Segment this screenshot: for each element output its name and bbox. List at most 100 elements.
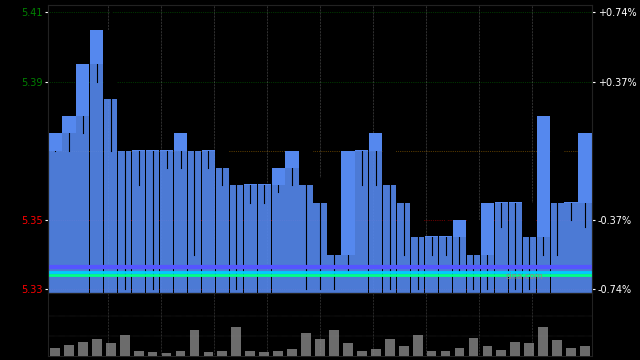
Bar bbox=[481, 203, 494, 255]
Bar bbox=[580, 346, 590, 356]
Bar bbox=[509, 203, 522, 293]
Bar bbox=[300, 151, 313, 185]
Bar bbox=[538, 327, 548, 356]
Bar bbox=[106, 343, 116, 356]
Bar bbox=[90, 30, 104, 293]
Bar bbox=[329, 330, 339, 356]
Bar bbox=[327, 203, 340, 293]
Bar bbox=[92, 339, 102, 356]
Bar bbox=[343, 343, 353, 356]
Bar bbox=[62, 116, 76, 293]
Bar bbox=[244, 185, 257, 293]
Bar bbox=[411, 203, 424, 293]
Bar bbox=[369, 134, 383, 293]
Bar bbox=[468, 338, 478, 356]
Bar bbox=[160, 150, 173, 151]
Bar bbox=[230, 168, 243, 185]
Bar bbox=[341, 151, 355, 255]
Bar bbox=[62, 116, 76, 134]
Bar bbox=[425, 237, 438, 293]
Bar bbox=[481, 203, 494, 293]
Bar bbox=[441, 351, 451, 356]
Bar bbox=[301, 333, 311, 356]
Bar bbox=[245, 351, 255, 356]
Bar bbox=[467, 220, 480, 255]
Bar bbox=[132, 150, 145, 151]
Bar bbox=[564, 202, 578, 203]
Bar bbox=[189, 330, 199, 356]
Bar bbox=[413, 335, 422, 356]
Bar bbox=[285, 151, 299, 168]
Bar bbox=[536, 116, 550, 237]
Bar bbox=[454, 348, 465, 356]
Bar bbox=[550, 116, 564, 203]
Bar bbox=[550, 116, 564, 293]
Bar bbox=[495, 203, 508, 293]
Bar bbox=[327, 203, 340, 255]
Bar bbox=[257, 184, 271, 185]
Bar bbox=[120, 335, 130, 356]
Bar bbox=[271, 168, 285, 293]
Bar bbox=[104, 30, 117, 293]
Bar bbox=[369, 134, 383, 151]
Bar bbox=[174, 134, 187, 293]
Bar bbox=[202, 150, 215, 151]
Bar bbox=[453, 220, 466, 237]
Bar bbox=[427, 351, 436, 356]
Bar bbox=[118, 99, 131, 293]
Bar bbox=[49, 134, 61, 293]
Bar bbox=[397, 185, 410, 203]
Bar bbox=[273, 351, 283, 356]
Bar bbox=[285, 151, 299, 293]
Bar bbox=[202, 151, 215, 293]
Bar bbox=[162, 353, 172, 356]
Bar bbox=[579, 134, 591, 203]
Bar bbox=[524, 343, 534, 356]
Bar bbox=[397, 185, 410, 293]
Bar bbox=[175, 351, 186, 356]
Bar bbox=[385, 339, 395, 356]
Bar bbox=[216, 151, 229, 168]
Bar bbox=[188, 134, 201, 151]
Bar bbox=[287, 349, 297, 356]
Bar bbox=[453, 220, 466, 293]
Bar bbox=[64, 345, 74, 356]
Bar bbox=[216, 151, 229, 293]
Text: sina.com: sina.com bbox=[505, 272, 543, 281]
Bar bbox=[315, 339, 325, 356]
Bar bbox=[564, 203, 578, 293]
Bar bbox=[76, 64, 90, 116]
Bar bbox=[425, 236, 438, 237]
Bar bbox=[341, 151, 355, 293]
Bar bbox=[523, 203, 536, 293]
Bar bbox=[204, 352, 213, 356]
Bar bbox=[76, 64, 90, 293]
Bar bbox=[399, 346, 408, 356]
Bar bbox=[314, 185, 326, 203]
Bar bbox=[134, 351, 143, 356]
Bar bbox=[566, 348, 576, 356]
Bar bbox=[355, 151, 369, 293]
Bar bbox=[411, 203, 424, 237]
Bar bbox=[355, 150, 369, 151]
Bar bbox=[467, 220, 480, 293]
Bar bbox=[49, 134, 61, 151]
Bar bbox=[523, 203, 536, 237]
Bar bbox=[174, 134, 187, 151]
Bar bbox=[146, 151, 159, 293]
Bar bbox=[78, 342, 88, 356]
Bar bbox=[132, 151, 145, 293]
Bar bbox=[257, 185, 271, 293]
Bar bbox=[357, 351, 367, 356]
Bar bbox=[511, 342, 520, 356]
Bar bbox=[230, 168, 243, 293]
Bar bbox=[439, 236, 452, 237]
Bar bbox=[300, 151, 313, 293]
Bar bbox=[383, 134, 396, 293]
Bar bbox=[218, 351, 227, 356]
Bar bbox=[148, 352, 157, 356]
Bar bbox=[50, 348, 60, 356]
Bar bbox=[497, 350, 506, 356]
Bar bbox=[314, 185, 326, 293]
Bar bbox=[244, 184, 257, 185]
